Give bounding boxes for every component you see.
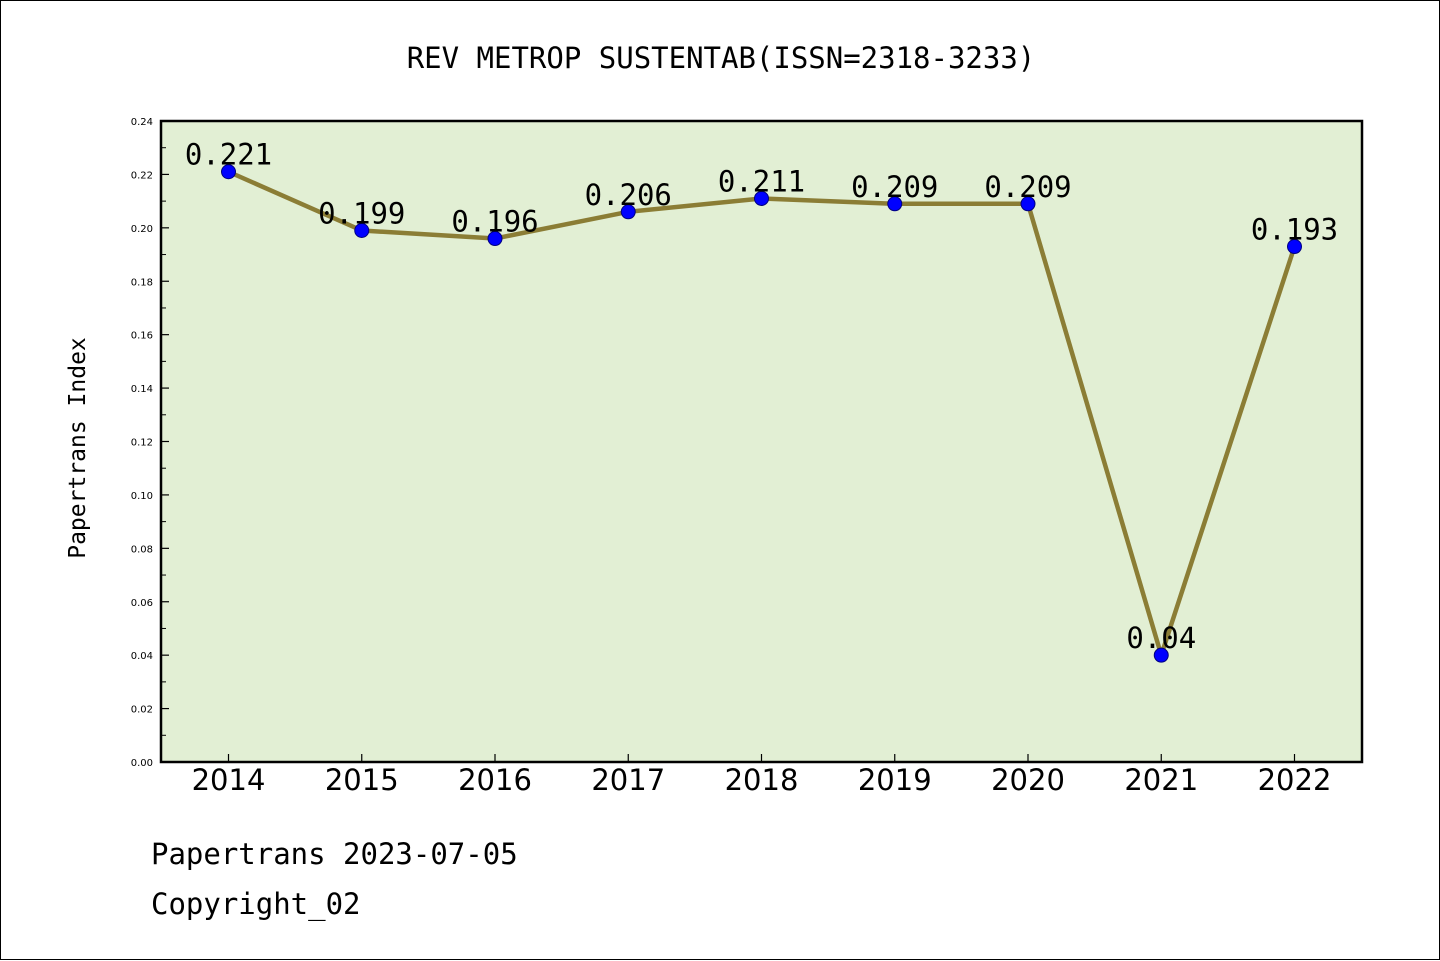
data-point-marker (1153, 647, 1169, 663)
data-point-marker (620, 204, 636, 220)
x-tick-label: 2021 (1124, 763, 1198, 797)
data-label: 0.193 (1251, 213, 1338, 247)
data-labels: 0.221 0.199 0.196 0.206 0.211 0.209 0.209 0.04 0… (185, 138, 1338, 655)
data-label: 0.199 (318, 197, 405, 231)
data-label: 0.04 (1126, 621, 1196, 655)
data-label: 0.209 (851, 170, 938, 204)
data-label: 0.209 (984, 170, 1071, 204)
y-tick-label: 0.02 (131, 705, 153, 716)
x-tick-label: 2018 (725, 763, 799, 797)
data-point-marker (221, 164, 236, 180)
x-tick-label: 2015 (325, 763, 399, 797)
y-tick-label: 0.06 (131, 598, 153, 609)
y-tick-label: 0.10 (131, 491, 153, 502)
y-tick-label: 0.18 (131, 277, 153, 288)
data-label: 0.211 (718, 164, 805, 198)
y-tick-label: 0.00 (131, 758, 153, 769)
y-tick-label: 0.08 (131, 544, 153, 555)
data-label: 0.206 (585, 178, 672, 212)
y-tick-label: 0.16 (131, 331, 153, 342)
x-tick-label: 2020 (991, 763, 1065, 797)
series-layer (221, 164, 1302, 663)
chart-title: REV METROP SUSTENTAB(ISSN=2318-3233) (407, 41, 1036, 75)
data-point-marker (1020, 196, 1036, 212)
y-tick-label: 0.12 (131, 438, 153, 449)
y-tick-label: 0.14 (131, 384, 153, 395)
y-axis-label: Papertrans Index (65, 337, 91, 559)
x-axis: 2014 2015 2016 2017 2018 2019 2020 2021 2022 (192, 754, 1332, 797)
data-point-marker (887, 196, 903, 212)
data-label: 0.221 (185, 138, 272, 172)
plot-border (159, 119, 1364, 764)
x-tick-label: 2014 (192, 763, 266, 797)
x-tick-label: 2016 (458, 763, 532, 797)
footer-date-text: Papertrans 2023-07-05 (151, 837, 518, 871)
x-tick-label: 2017 (591, 763, 665, 797)
data-point-marker (487, 231, 503, 247)
y-axis: 0.00 0.02 0.04 0.06 0.08 0.10 0.12 0.14 0.16 0.18… (131, 117, 169, 769)
y-tick-label: 0.20 (131, 224, 153, 235)
data-point-marker (354, 223, 370, 239)
footer-copyright-text: Copyright_02 (151, 887, 361, 921)
y-tick-label: 0.22 (131, 170, 153, 181)
y-tick-label: 0.04 (131, 651, 153, 662)
y-tick-label: 0.24 (131, 117, 153, 128)
data-point-marker (754, 190, 769, 206)
x-tick-label: 2019 (858, 763, 932, 797)
data-label: 0.196 (451, 205, 538, 239)
x-tick-label: 2022 (1258, 763, 1332, 797)
data-point-marker (1287, 239, 1302, 255)
